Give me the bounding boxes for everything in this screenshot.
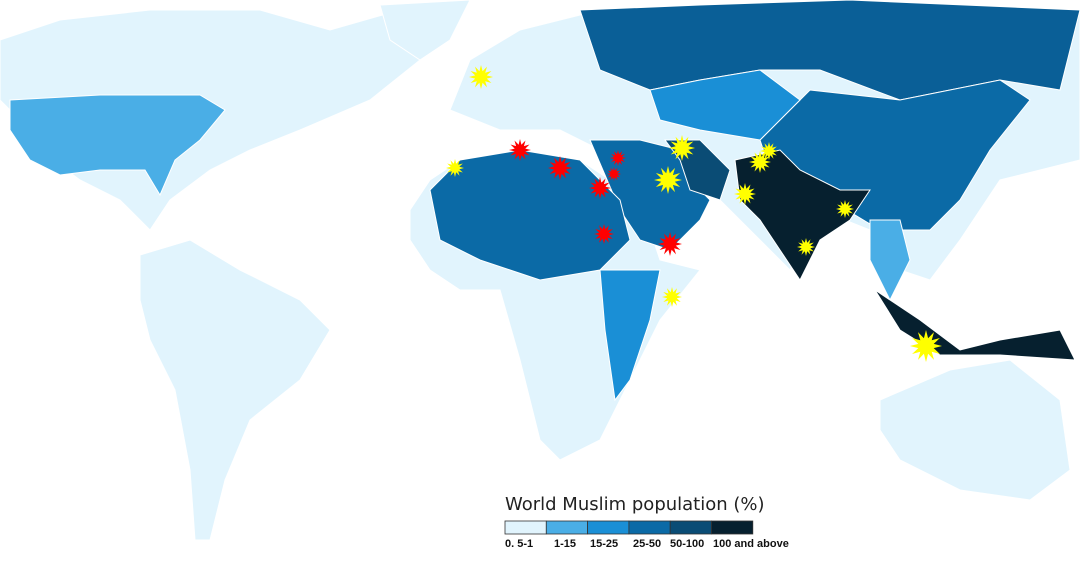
event-marker bbox=[760, 142, 778, 160]
arabia bbox=[589, 139, 711, 251]
legend-label: 50-100 bbox=[670, 538, 704, 550]
event-marker bbox=[469, 65, 493, 89]
event-marker bbox=[669, 135, 695, 161]
legend-label: 0. 5-1 bbox=[505, 538, 533, 550]
event-marker bbox=[658, 232, 682, 256]
event-marker bbox=[734, 183, 756, 205]
east-africa bbox=[599, 269, 661, 402]
southeast-asia bbox=[869, 219, 911, 302]
north-africa bbox=[429, 149, 631, 281]
event-marker bbox=[548, 156, 572, 180]
event-marker bbox=[910, 330, 942, 362]
south-america bbox=[139, 239, 331, 541]
legend-swatch bbox=[587, 520, 630, 535]
event-marker bbox=[446, 159, 464, 177]
event-marker bbox=[662, 287, 682, 307]
legend-swatch bbox=[711, 520, 754, 535]
legend-label: 100 and above bbox=[713, 538, 789, 550]
legend: World Muslim population (%) 0. 5-1 1-15 15… bbox=[504, 494, 789, 550]
event-marker bbox=[607, 167, 621, 181]
legend-label: 25-50 bbox=[633, 538, 661, 550]
legend-swatch bbox=[628, 520, 671, 535]
usa bbox=[9, 94, 226, 197]
event-markers bbox=[446, 65, 942, 362]
event-marker bbox=[836, 200, 854, 218]
south-asia bbox=[734, 149, 871, 281]
event-marker bbox=[749, 151, 771, 173]
legend-title: World Muslim population (%) bbox=[505, 494, 765, 515]
central-asia bbox=[649, 69, 801, 141]
event-marker bbox=[589, 177, 611, 199]
legend-label: 1-15 bbox=[554, 538, 576, 550]
event-marker bbox=[509, 139, 531, 161]
event-marker bbox=[654, 166, 682, 194]
event-marker bbox=[797, 238, 815, 256]
legend-swatch bbox=[504, 520, 547, 535]
legend-label: 15-25 bbox=[590, 538, 618, 550]
legend-swatch bbox=[545, 520, 588, 535]
legend-swatch bbox=[669, 520, 712, 535]
shaded-regions bbox=[9, 0, 1080, 402]
event-marker bbox=[610, 150, 626, 166]
greenland bbox=[379, 0, 471, 61]
australia bbox=[879, 359, 1071, 501]
event-marker bbox=[594, 224, 614, 244]
